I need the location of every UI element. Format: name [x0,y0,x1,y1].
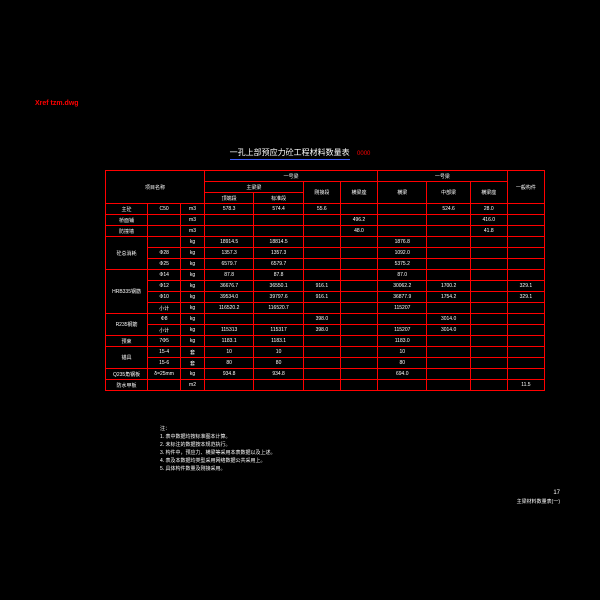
note-line: 3. 构件中，预应力、横梁等采用本表数据以及上述。 [160,449,276,457]
quantity-table: 项目名称一号梁一号梁一般构件主梁梁刚接段横梁座横梁中部梁横梁座顶端段标准段主砼C… [105,170,545,391]
filename-label: Xref tzm.dwg [35,100,79,107]
note-line: 5. 具体构件数量及刚接采用。 [160,465,276,473]
title-area: 一孔上部预应力砼工程材料数量表 0000 [0,142,600,160]
notes-block: 注： 1. 表中数据均按标准图本计算。 2. 未标注的数据按本规范执行。 3. … [160,425,276,473]
page-number: 17 [517,490,560,496]
notes-header: 注： [160,425,276,433]
sheet-label: 主梁材料数量表(一) [517,498,560,505]
note-line: 2. 未标注的数据按本规范执行。 [160,441,276,449]
title-block: 17 主梁材料数量表(一) [517,490,560,505]
title-suffix: 0000 [357,151,370,157]
note-line: 4. 表及本数据均类型采用网络数据公共采用上。 [160,457,276,465]
note-line: 1. 表中数据均按标准图本计算。 [160,433,276,441]
drawing-title: 一孔上部预应力砼工程材料数量表 [230,147,350,160]
